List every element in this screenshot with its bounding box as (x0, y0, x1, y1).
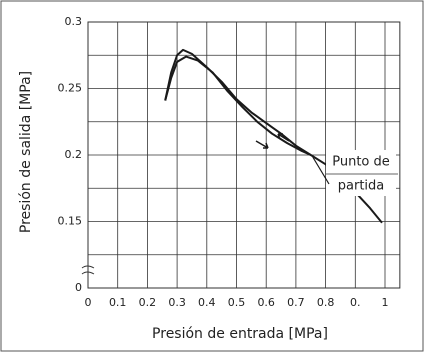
annotation-arrow (312, 156, 330, 185)
y-axis-title: Presión de salida [MPa] (18, 71, 34, 233)
x-tick-label: 0.2 (139, 296, 157, 309)
x-tick-label: 0.6 (257, 296, 275, 309)
x-tick-label: 0.1 (109, 296, 127, 309)
x-tick-label: 1 (382, 296, 389, 309)
x-tick-label: 0.7 (287, 296, 305, 309)
y-tick-label: 0 (75, 281, 82, 294)
annotation: Punto de partida (255, 133, 398, 196)
annotation-text: partida (338, 179, 385, 194)
axis-break (81, 265, 95, 275)
direction-arrow (277, 133, 290, 142)
x-tick-label: 0.4 (198, 296, 216, 309)
x-axis-title: Presión de entrada [MPa] (152, 326, 328, 342)
annotation-box (326, 150, 396, 196)
x-tick-label: 0 (85, 296, 92, 309)
y-tick-label: 0.15 (58, 215, 83, 228)
annotation-text: Punto de (332, 155, 390, 170)
x-tick-label: 0. (350, 296, 361, 309)
x-tick-label: 0.8 (317, 296, 335, 309)
x-tick-label: 0.3 (168, 296, 186, 309)
y-tick-label: 0.25 (58, 82, 83, 95)
direction-arrow (255, 140, 269, 149)
y-tick-label: 0.2 (65, 148, 83, 161)
y-tick-label: 0.3 (65, 15, 83, 28)
x-tick-label: 0.5 (228, 296, 246, 309)
line-series (164, 55, 312, 156)
